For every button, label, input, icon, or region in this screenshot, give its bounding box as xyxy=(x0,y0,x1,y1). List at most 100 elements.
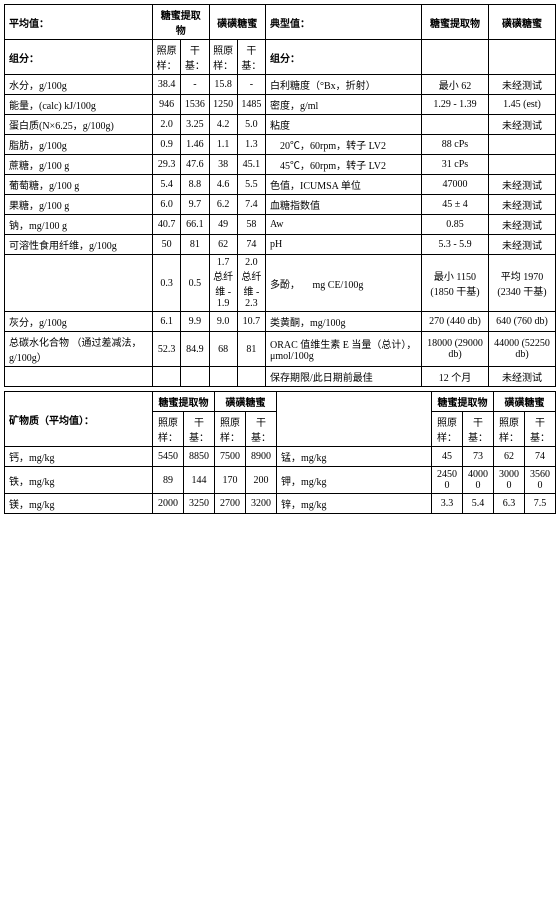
cell: 946 xyxy=(153,95,181,115)
min-r-g1: 糖蜜提取物 xyxy=(432,392,494,412)
table-row: 脂肪，g/100g0.91.461.11.3 20℃，60rpm，转子 LV28… xyxy=(5,135,556,155)
cell: 2.0 xyxy=(153,115,181,135)
cell: 40000 xyxy=(463,467,494,494)
cell: 44000 (52250 db) xyxy=(489,332,556,367)
cell: 74 xyxy=(237,235,265,255)
table-row: 铁，mg/kg89144170200钾，mg/kg245004000030000… xyxy=(5,467,556,494)
row-label: 白利糖度（°Bx，折射） xyxy=(266,75,422,95)
min-l-s1b: 照原样： xyxy=(215,412,246,447)
min-l-s2a: 干基： xyxy=(184,412,215,447)
cell: 81 xyxy=(181,235,209,255)
cell xyxy=(489,135,556,155)
row-label: 色值，ICUMSA 单位 xyxy=(266,175,422,195)
cell xyxy=(181,367,209,387)
row-label: 粘度 xyxy=(266,115,422,135)
cell: 8850 xyxy=(184,447,215,467)
cell: 58 xyxy=(237,215,265,235)
table-row: 钙，mg/kg5450885075008900锰，mg/kg45736274 xyxy=(5,447,556,467)
cell xyxy=(422,115,489,135)
cell: 未经测试 xyxy=(489,235,556,255)
row-label: 可溶性食用纤维，g/100g xyxy=(5,235,153,255)
row-label: 总碳水化合物 （通过差减法，g/100g） xyxy=(5,332,153,367)
cell: 9.9 xyxy=(181,312,209,332)
main-table: 平均值： 糖蜜提取物 磺磺糖蜜 典型值： 糖蜜提取物 磺磺糖蜜 组分： 照原样：… xyxy=(4,4,556,387)
cell: 38 xyxy=(209,155,237,175)
row-label: ORAC 值维生素 E 当量（总计），μmol/100g xyxy=(266,332,422,367)
cell: 7500 xyxy=(215,447,246,467)
row-label: 保存期限/此日期前最佳 xyxy=(266,367,422,387)
row-label: 多酚， mg CE/100g xyxy=(266,255,422,312)
min-r-s1b: 照原样： xyxy=(494,412,525,447)
row-label: 葡萄糖，g/100 g xyxy=(5,175,153,195)
cell: 640 (760 db) xyxy=(489,312,556,332)
min-r-s2b: 干基： xyxy=(525,412,556,447)
cell: 1.3 xyxy=(237,135,265,155)
cell: 5.0 xyxy=(237,115,265,135)
cell: 144 xyxy=(184,467,215,494)
table-row: 0.30.51.7 总纤维 - 1.92.0 总纤维 - 2.3多酚， mg C… xyxy=(5,255,556,312)
row-label xyxy=(5,367,153,387)
avg-title: 平均值： xyxy=(5,5,153,40)
cell: 45 ± 4 xyxy=(422,195,489,215)
typ-rowhead: 组分： xyxy=(266,40,422,75)
cell: 2.0 总纤维 - 2.3 xyxy=(237,255,265,312)
row-label: 密度，g/ml xyxy=(266,95,422,115)
cell: 12 个月 xyxy=(422,367,489,387)
min-r-s1a: 照原样： xyxy=(432,412,463,447)
cell: 49 xyxy=(209,215,237,235)
table-row: 可溶性食用纤维，g/100g50816274pH5.3 - 5.9未经测试 xyxy=(5,235,556,255)
cell: - xyxy=(237,75,265,95)
table-row: 蔗糖，g/100 g29.347.63845.1 45℃，60rpm，转子 LV… xyxy=(5,155,556,175)
cell: 7.4 xyxy=(237,195,265,215)
cell: 1.7 总纤维 - 1.9 xyxy=(209,255,237,312)
row-label: 蔗糖，g/100 g xyxy=(5,155,153,175)
cell: 未经测试 xyxy=(489,195,556,215)
cell: 1.1 xyxy=(209,135,237,155)
cell: 40.7 xyxy=(153,215,181,235)
cell: 6.2 xyxy=(209,195,237,215)
cell: 5.5 xyxy=(237,175,265,195)
typ-title: 典型值： xyxy=(266,5,422,40)
cell: 30000 xyxy=(494,467,525,494)
cell: 最小 1150 (1850 干基) xyxy=(422,255,489,312)
min-l-s2b: 干基： xyxy=(246,412,277,447)
cell: 8.8 xyxy=(181,175,209,195)
cell: 3.25 xyxy=(181,115,209,135)
cell: 2000 xyxy=(153,494,184,514)
table-row: 能量，(calc) kJ/100g946153612501485密度，g/ml1… xyxy=(5,95,556,115)
cell: 9.0 xyxy=(209,312,237,332)
row-label: 铁，mg/kg xyxy=(5,467,153,494)
table-row: 葡萄糖，g/100 g5.48.84.65.5色值，ICUMSA 单位47000… xyxy=(5,175,556,195)
row-label: 钠，mg/100 g xyxy=(5,215,153,235)
cell: 1.45 (est) xyxy=(489,95,556,115)
cell: 15.8 xyxy=(209,75,237,95)
cell: 6.0 xyxy=(153,195,181,215)
cell: 未经测试 xyxy=(489,115,556,135)
cell: 50 xyxy=(153,235,181,255)
row-label: 钙，mg/kg xyxy=(5,447,153,467)
cell xyxy=(153,367,181,387)
cell: 平均 1970 (2340 干基) xyxy=(489,255,556,312)
row-label: 45℃，60rpm，转子 LV2 xyxy=(266,155,422,175)
min-l-g2: 磺磺糖蜜 xyxy=(215,392,277,412)
cell: 52.3 xyxy=(153,332,181,367)
typ-group2: 磺磺糖蜜 xyxy=(489,5,556,40)
row-label: 类黄酮，mg/100g xyxy=(266,312,422,332)
min-r-g2: 磺磺糖蜜 xyxy=(494,392,556,412)
min-title: 矿物质（平均值）： xyxy=(5,392,153,447)
row-label: 血糖指数值 xyxy=(266,195,422,215)
cell: 1.46 xyxy=(181,135,209,155)
cell: 74 xyxy=(525,447,556,467)
cell: 5.3 - 5.9 xyxy=(422,235,489,255)
cell: 8900 xyxy=(246,447,277,467)
table-row: 灰分，g/100g6.19.99.010.7类黄酮，mg/100g270 (44… xyxy=(5,312,556,332)
cell: 2700 xyxy=(215,494,246,514)
cell: 未经测试 xyxy=(489,75,556,95)
row-label: pH xyxy=(266,235,422,255)
cell: 9.7 xyxy=(181,195,209,215)
row-label: 果糖，g/100 g xyxy=(5,195,153,215)
cell: 未经测试 xyxy=(489,367,556,387)
cell: 3200 xyxy=(246,494,277,514)
cell: 5450 xyxy=(153,447,184,467)
cell xyxy=(237,367,265,387)
